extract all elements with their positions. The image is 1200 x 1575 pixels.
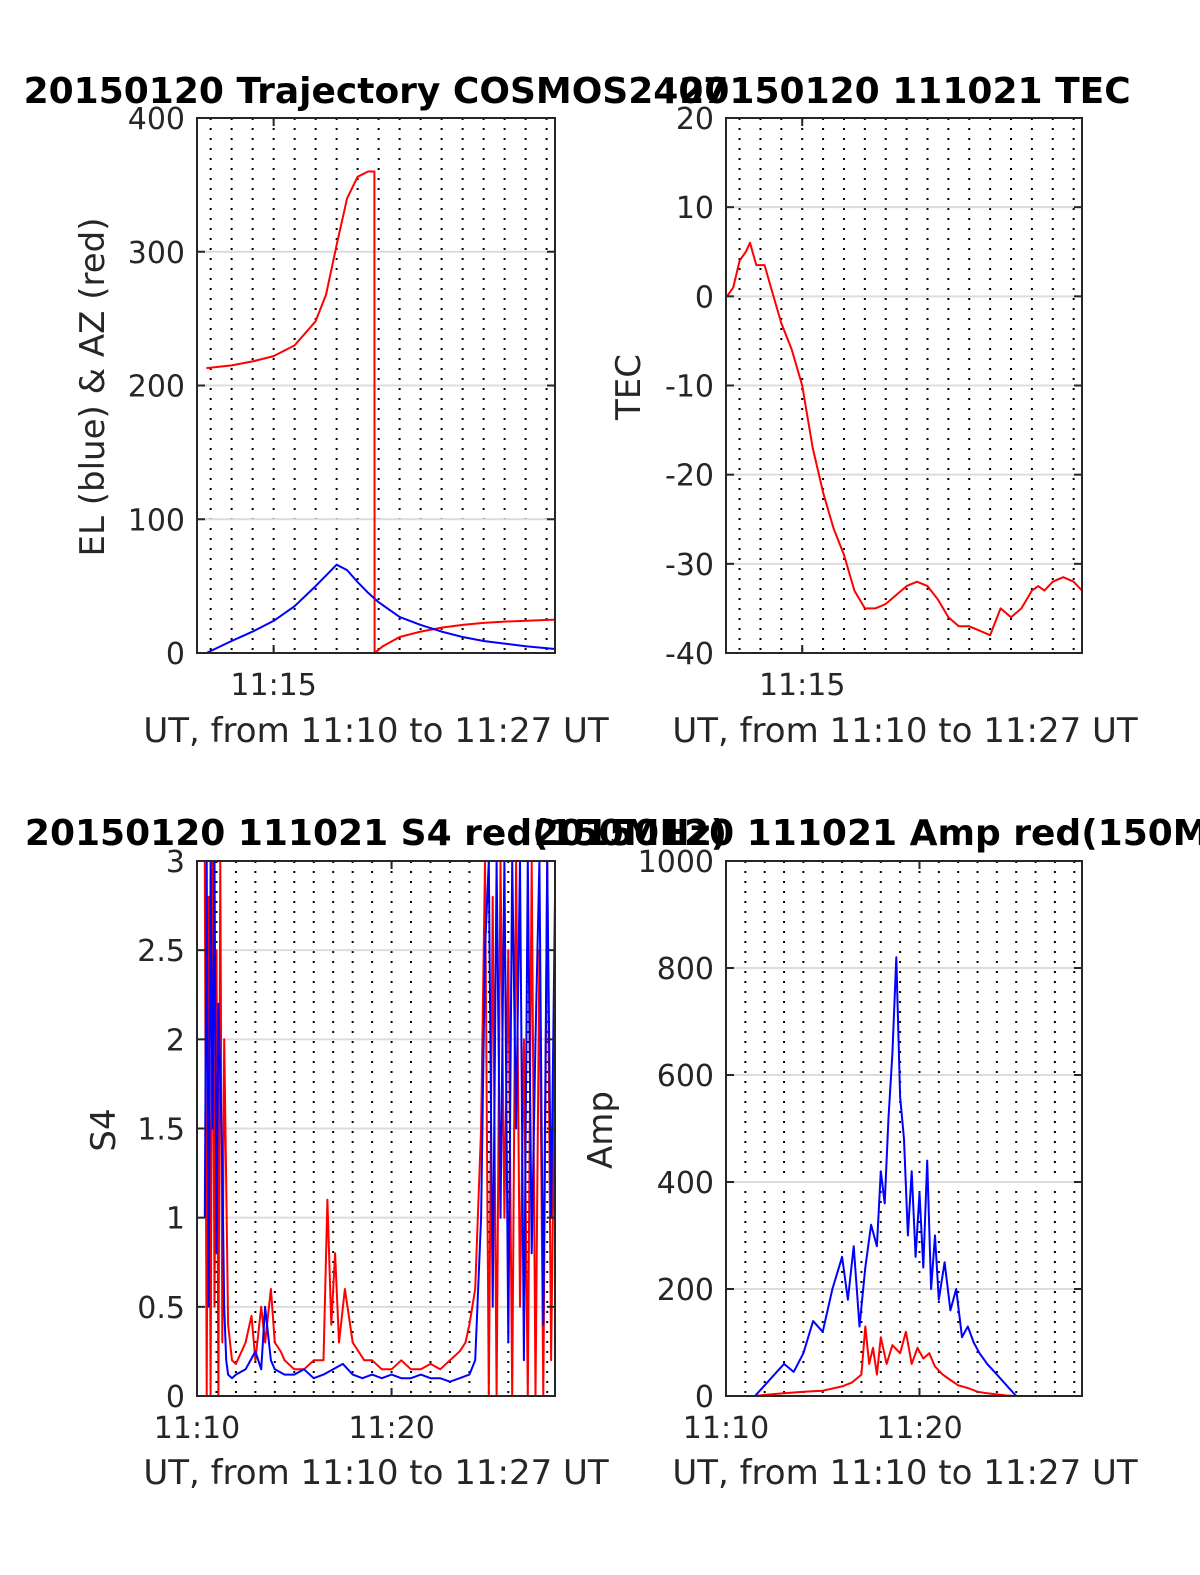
trajectory-ytick-label: 400 — [128, 102, 185, 137]
tec-ytick-label: 0 — [695, 280, 714, 315]
amp-ylabel: Amp — [581, 1091, 621, 1169]
s4-ytick-label: 0 — [166, 1380, 185, 1415]
s4-ytick-label: 1.5 — [137, 1113, 185, 1148]
trajectory-series-red — [206, 170, 555, 653]
tec-xtick-label: 11:15 — [759, 668, 845, 703]
trajectory-xlabel: UT, from 11:10 to 11:27 UT — [143, 711, 609, 751]
trajectory-ytick-label: 100 — [128, 503, 185, 538]
s4-ytick-label: 1 — [166, 1202, 185, 1237]
amp-series-blue — [726, 956, 1082, 1396]
s4-xtick-label: 11:10 — [154, 1411, 240, 1446]
amp-series-red — [726, 1325, 1082, 1396]
tec-ytick-label: -10 — [665, 370, 714, 405]
tec-ytick-label: -20 — [665, 459, 714, 494]
trajectory-panel: 20150120 Trajectory COSMOS2407 EL (blue)… — [24, 71, 729, 751]
amp-ytick-label: 800 — [657, 952, 714, 987]
amp-grid — [726, 861, 1082, 1396]
trajectory-ytick-label: 200 — [128, 370, 185, 405]
tec-grid — [726, 118, 1082, 653]
amp-panel: 20150120 111021 Amp red(150MHz) Amp UT, … — [534, 813, 1200, 1493]
tec-xlabel: UT, from 11:10 to 11:27 UT — [672, 711, 1138, 751]
trajectory-grid — [197, 118, 555, 653]
amp-xlabel: UT, from 11:10 to 11:27 UT — [672, 1453, 1138, 1493]
trajectory-ytick-label: 0 — [166, 637, 185, 672]
s4-series-blue — [203, 861, 555, 1383]
tec-title: 20150120 111021 TEC — [679, 71, 1130, 112]
trajectory-xtick-label: 11:15 — [230, 668, 316, 703]
tec-ytick-label: 20 — [676, 102, 714, 137]
trajectory-series-blue — [205, 563, 555, 653]
s4-ytick-label: 2 — [166, 1023, 185, 1058]
tec-ytick-label: -30 — [665, 548, 714, 583]
tec-series-red — [726, 241, 1082, 637]
amp-xtick-label: 11:20 — [876, 1411, 962, 1446]
tec-panel: 20150120 111021 TEC TEC UT, from 11:10 t… — [609, 71, 1138, 751]
s4-title: 20150120 111021 S4 red(150MHz) — [25, 813, 727, 854]
trajectory-title: 20150120 Trajectory COSMOS2407 — [24, 71, 729, 112]
s4-panel: 20150120 111021 S4 red(150MHz) S4 UT, fr… — [25, 813, 727, 1493]
trajectory-ylabel: EL (blue) & AZ (red) — [73, 217, 113, 556]
amp-axes-box — [725, 860, 1083, 1397]
tec-ylabel: TEC — [609, 354, 649, 421]
s4-ytick-label: 2.5 — [137, 934, 185, 969]
trajectory-ytick-label: 300 — [128, 236, 185, 271]
amp-ytick-label: 0 — [695, 1380, 714, 1415]
s4-ytick-label: 3 — [166, 845, 185, 880]
amp-title: 20150120 111021 Amp red(150MHz) — [534, 813, 1200, 854]
tec-ytick-label: -40 — [665, 637, 714, 672]
tec-ytick-label: 10 — [676, 191, 714, 226]
amp-ytick-label: 1000 — [638, 845, 714, 880]
s4-ytick-label: 0.5 — [137, 1291, 185, 1326]
amp-ytick-label: 200 — [657, 1273, 714, 1308]
amp-ytick-label: 600 — [657, 1059, 714, 1094]
s4-ylabel: S4 — [84, 1108, 124, 1151]
s4-xtick-label: 11:20 — [348, 1411, 434, 1446]
amp-ytick-label: 400 — [657, 1166, 714, 1201]
amp-xtick-label: 11:10 — [683, 1411, 769, 1446]
s4-series-red — [203, 861, 555, 1396]
s4-xlabel: UT, from 11:10 to 11:27 UT — [143, 1453, 609, 1493]
